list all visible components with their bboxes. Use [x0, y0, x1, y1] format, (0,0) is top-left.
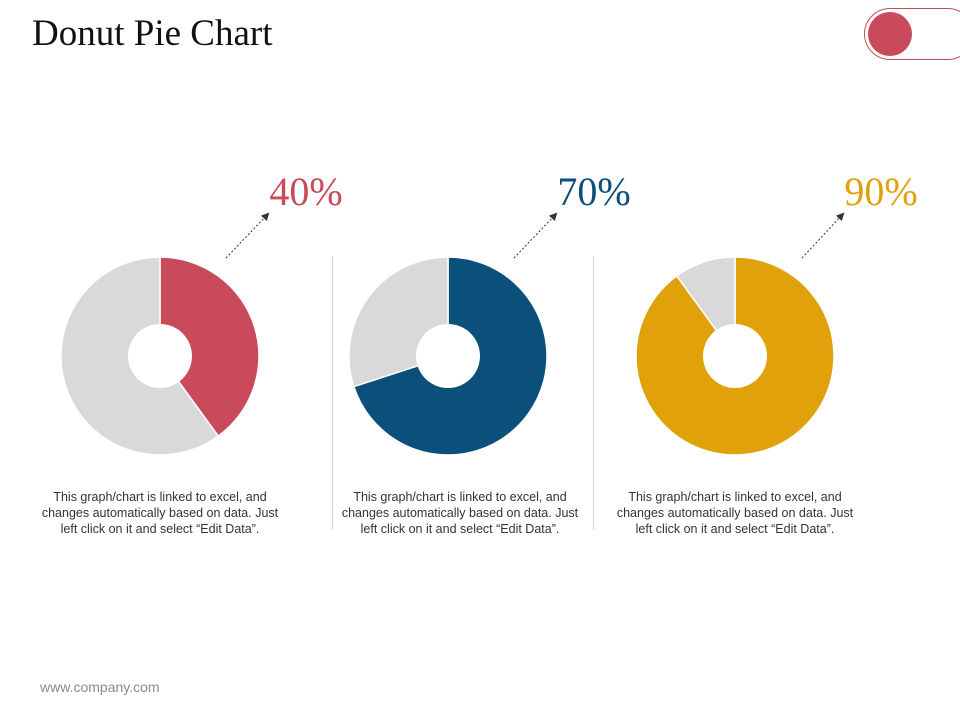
arrow-1-icon	[225, 212, 270, 259]
badge-dot-icon	[868, 12, 912, 56]
donut-3-hole	[703, 324, 767, 388]
donut-chart-1: 40%	[60, 169, 343, 456]
donut-chart-2: 70%	[348, 169, 631, 456]
donut-chart-3: 90%	[635, 169, 918, 456]
column-divider-2	[593, 256, 594, 530]
arrow-3-icon	[801, 212, 845, 259]
donut-2-percent-label: 70%	[557, 169, 630, 214]
chart-1-caption: This graph/chart is linked to excel, and…	[41, 490, 279, 536]
donut-1-hole	[128, 324, 192, 388]
donut-1-percent-label: 40%	[269, 169, 342, 214]
donut-1-slice-value	[159, 256, 260, 438]
chart-3-caption: This graph/chart is linked to excel, and…	[616, 490, 854, 536]
donut-3-percent-label: 90%	[844, 169, 917, 214]
decorative-badge	[864, 8, 960, 60]
footer-url: www.company.com	[40, 679, 160, 695]
arrow-2-icon	[513, 212, 558, 259]
column-divider-1	[332, 256, 333, 530]
page-title: Donut Pie Chart	[32, 13, 273, 54]
donut-2-hole	[416, 324, 480, 388]
chart-2-caption: This graph/chart is linked to excel, and…	[341, 490, 579, 536]
